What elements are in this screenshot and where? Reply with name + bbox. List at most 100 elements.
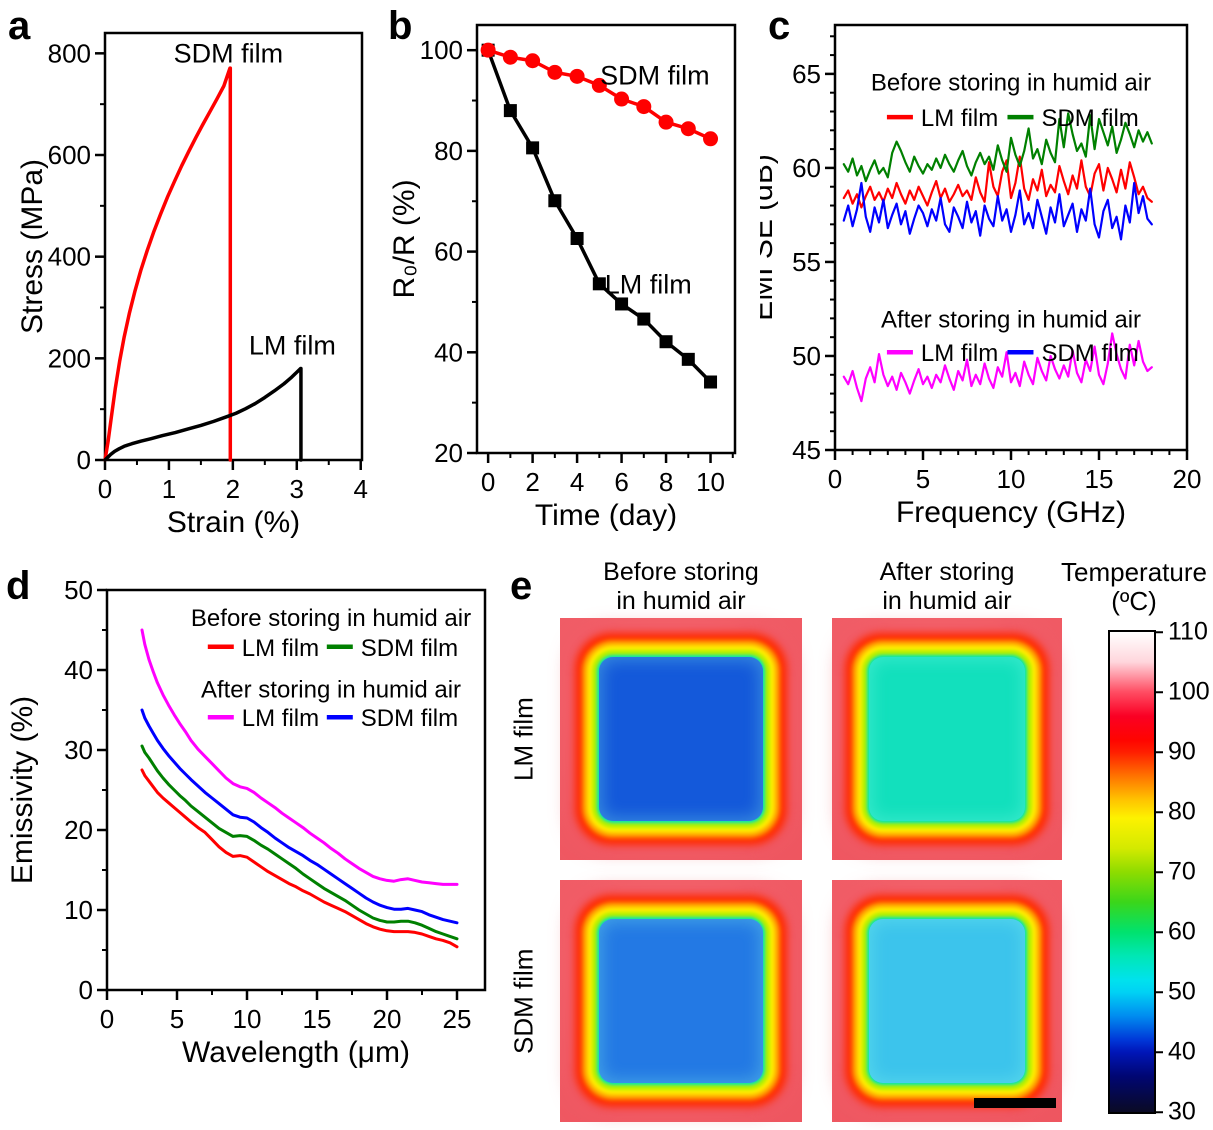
thermal-image-lm-before: [560, 618, 802, 860]
chart-stress-strain: 0 1 2 3 4 0 200 400 600 800 Strain (%) Stress (MPa)…: [0, 0, 380, 560]
colorbar-tick-label: 110: [1168, 617, 1208, 646]
legend-label: LM film: [242, 635, 319, 662]
svg-text:8: 8: [659, 467, 673, 497]
svg-text:40: 40: [434, 337, 463, 367]
series-sdm-film: [103, 66, 233, 462]
column-title-line: in humid air: [616, 587, 746, 615]
colorbar-tick-label: 30: [1168, 1097, 1196, 1126]
legend-label: LM film: [921, 105, 998, 132]
legend-label: SDM film: [361, 635, 458, 662]
legend-label: SDM film: [1041, 105, 1138, 132]
svg-text:20: 20: [434, 438, 463, 468]
chart-svg-b: 0 2 4 6 8 10 20 40 60 80 100 Time (day) R₀/R (%) SDM …: [388, 23, 737, 532]
legend-label: SDM film: [361, 705, 458, 732]
colorbar-tick-label: 70: [1168, 857, 1196, 886]
svg-text:50: 50: [64, 575, 93, 605]
svg-text:60: 60: [434, 237, 463, 267]
thermal-image-sdm-before: [560, 880, 802, 1122]
svg-text:Stress (MPa): Stress (MPa): [16, 159, 49, 334]
svg-text:55: 55: [792, 247, 821, 277]
panel-label-b: b: [388, 4, 413, 48]
colorbar-unit: (ºC): [1111, 586, 1157, 616]
svg-text:10: 10: [233, 1004, 262, 1034]
colorbar-tick: [1154, 810, 1163, 814]
chart-annotation: After storing in humid air: [881, 306, 1141, 333]
legend-label: LM film: [242, 705, 319, 732]
temperature-colorbar: 30 40 50 60 70 80 90 100 110: [1108, 619, 1210, 1124]
series-lm-film-before: [140, 768, 459, 949]
svg-text:20: 20: [64, 815, 93, 845]
svg-text:15: 15: [303, 1004, 332, 1034]
column-title-before-storing: Before storing in humid air: [560, 558, 802, 616]
column-title-line: After storing: [879, 558, 1015, 586]
thermal-sample-square: [868, 656, 1026, 822]
colorbar-tick: [1154, 1110, 1163, 1114]
svg-text:20: 20: [373, 1004, 402, 1034]
svg-text:800: 800: [48, 38, 91, 68]
svg-text:6: 6: [614, 467, 628, 497]
svg-text:0: 0: [481, 467, 495, 497]
colorbar-title-line: Temperature: [1061, 557, 1207, 587]
axes: 0 5 10 15 20 25 0 10 20 30 40 50 Wavelength (μm) Emis…: [6, 575, 487, 1069]
thermal-sample-square: [598, 918, 764, 1084]
chart-svg-d: 0 5 10 15 20 25 0 10 20 30 40 50 Wavelength (μm) Emis…: [6, 575, 487, 1069]
scale-bar: [974, 1098, 1056, 1108]
svg-text:400: 400: [48, 242, 91, 272]
svg-text:45: 45: [792, 435, 821, 465]
svg-text:200: 200: [48, 343, 91, 373]
svg-text:30: 30: [64, 735, 93, 765]
series-sdm-film: [480, 42, 719, 147]
svg-text:100: 100: [420, 35, 463, 65]
chart-svg-c: 0 5 10 15 20 45 50 55 60 65 Frequency (GHz) EMI SE …: [746, 23, 1201, 529]
column-title-line: in humid air: [882, 587, 1012, 615]
svg-text:Wavelength (μm): Wavelength (μm): [182, 1036, 410, 1069]
series-lm-film: [481, 43, 718, 389]
series-sdm-film-after: [140, 708, 459, 925]
chart-annotation: SDM film: [174, 38, 284, 68]
chart-resistance-time: 0 2 4 6 8 10 20 40 60 80 100 Time (day) R₀/R (%) SDM …: [380, 0, 770, 560]
svg-text:Strain (%): Strain (%): [167, 506, 300, 539]
svg-text:80: 80: [434, 136, 463, 166]
svg-text:60: 60: [792, 153, 821, 183]
svg-text:5: 5: [916, 464, 930, 494]
panel-label-a: a: [8, 4, 31, 48]
series-lm-film-after: [140, 628, 459, 886]
row-label-lm-film: LM film: [508, 697, 539, 781]
svg-text:0: 0: [79, 975, 93, 1005]
colorbar-tick: [1154, 870, 1163, 874]
svg-text:0: 0: [98, 474, 112, 504]
svg-text:50: 50: [792, 341, 821, 371]
chart-annotation: After storing in humid air: [201, 676, 461, 703]
svg-text:0: 0: [77, 445, 91, 475]
colorbar-tick: [1154, 630, 1163, 634]
svg-text:4: 4: [570, 467, 584, 497]
svg-text:2: 2: [525, 467, 539, 497]
chart-annotation: Before storing in humid air: [191, 605, 471, 632]
colorbar-tick-label: 100: [1168, 677, 1210, 706]
svg-text:10: 10: [997, 464, 1026, 494]
colorbar-tick: [1154, 750, 1163, 754]
svg-text:15: 15: [1085, 464, 1114, 494]
thermal-image-lm-after: [832, 618, 1062, 860]
svg-text:1: 1: [162, 474, 176, 504]
colorbar-tick: [1154, 1050, 1163, 1054]
chart-annotation: SDM film: [600, 60, 710, 90]
thermal-sample-square: [598, 656, 764, 822]
colorbar-tick-label: 40: [1168, 1037, 1196, 1066]
legend-label: SDM film: [1041, 340, 1138, 367]
colorbar-tick-label: 90: [1168, 737, 1196, 766]
colorbar-tick: [1154, 990, 1163, 994]
panel-label-c: c: [768, 4, 791, 48]
svg-text:10: 10: [64, 895, 93, 925]
svg-text:0: 0: [828, 464, 842, 494]
svg-text:Time (day): Time (day): [535, 499, 677, 532]
chart-emissivity-wavelength: 0 5 10 15 20 25 0 10 20 30 40 50 Wavelength (μm) Emis…: [0, 560, 500, 1130]
panel-label-e: e: [510, 564, 533, 608]
column-title-line: Before storing: [603, 558, 759, 586]
series-sdm-film-before: [140, 744, 459, 941]
svg-text:600: 600: [48, 140, 91, 170]
svg-text:65: 65: [792, 59, 821, 89]
axes: 0 2 4 6 8 10 20 40 60 80 100 Time (day) R₀/R (%): [388, 23, 737, 532]
axes: 0 5 10 15 20 45 50 55 60 65 Frequency (GHz) EMI SE …: [746, 23, 1201, 529]
